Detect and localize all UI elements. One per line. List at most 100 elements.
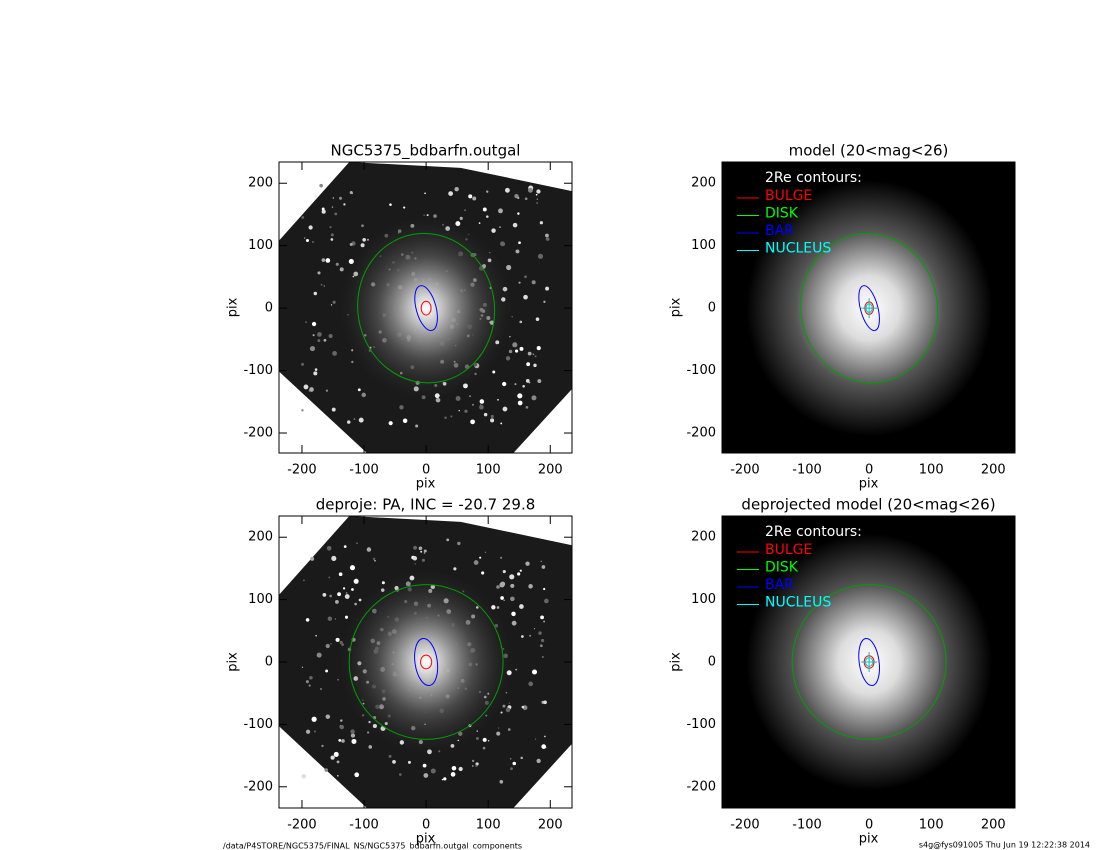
star	[332, 300, 336, 304]
star	[338, 196, 343, 200]
x-axis-label: pix	[859, 477, 879, 492]
star	[472, 765, 474, 767]
y-tick-label: 200	[248, 530, 273, 545]
star	[317, 339, 321, 343]
star	[305, 729, 311, 734]
star	[330, 755, 335, 760]
x-tick-label: -200	[287, 818, 317, 833]
star	[536, 198, 539, 200]
star	[451, 765, 457, 771]
star	[517, 196, 520, 199]
star	[543, 700, 547, 705]
y-axis-label: pix	[226, 297, 241, 317]
star	[422, 763, 427, 768]
star	[508, 702, 510, 704]
star	[312, 334, 315, 337]
star	[301, 362, 304, 366]
star	[510, 583, 515, 588]
star	[372, 557, 376, 561]
star	[314, 368, 318, 371]
star	[528, 187, 533, 193]
star	[523, 294, 528, 300]
star	[418, 546, 423, 551]
star	[315, 635, 317, 637]
star	[345, 592, 348, 594]
star	[543, 300, 546, 303]
star	[342, 587, 346, 590]
x-tick-label: -200	[730, 463, 760, 478]
star	[517, 400, 523, 406]
star	[479, 399, 485, 404]
star	[332, 351, 338, 356]
x-tick-label: 0	[865, 818, 873, 833]
star	[482, 746, 486, 750]
star	[350, 733, 356, 738]
star	[471, 759, 475, 763]
star	[537, 379, 542, 383]
star	[536, 189, 541, 194]
star	[313, 291, 318, 296]
y-axis-label: pix	[669, 297, 684, 317]
star	[353, 418, 356, 420]
star	[518, 241, 521, 245]
y-tick-label: 200	[691, 176, 716, 191]
star	[464, 209, 467, 212]
star	[545, 746, 547, 749]
star	[541, 565, 546, 569]
star	[325, 669, 329, 673]
star	[322, 593, 327, 597]
star	[500, 711, 503, 714]
x-tick-label: -100	[349, 818, 379, 833]
star	[459, 216, 463, 220]
star	[399, 405, 404, 410]
star	[450, 415, 453, 418]
star	[517, 393, 523, 399]
star	[323, 338, 327, 342]
y-tick-label: 0	[265, 301, 273, 316]
star	[310, 556, 315, 561]
star	[423, 549, 427, 553]
footer-stamp: s4g@fys091005 Thu Jun 19 12:22:38 2014	[919, 841, 1090, 850]
y-tick-label: -200	[243, 426, 273, 441]
star	[497, 398, 499, 401]
star	[482, 207, 487, 212]
star	[326, 545, 332, 551]
star	[444, 416, 447, 419]
star	[502, 381, 507, 387]
contour	[800, 232, 939, 384]
star	[468, 194, 473, 199]
star	[430, 768, 436, 774]
star	[517, 212, 520, 215]
legend-label: NUCLEUS	[765, 595, 831, 611]
star	[305, 321, 307, 323]
legend-label: NUCLEUS	[765, 241, 831, 257]
y-tick-label: -200	[686, 426, 716, 441]
star	[311, 321, 317, 327]
star	[511, 611, 516, 617]
star	[499, 582, 505, 588]
star	[457, 541, 461, 546]
y-tick-label: 200	[691, 530, 716, 545]
star	[340, 719, 343, 722]
star	[336, 760, 340, 764]
contour	[348, 584, 504, 740]
axes-frame	[278, 161, 573, 454]
star	[354, 772, 360, 778]
star	[301, 666, 304, 669]
star	[512, 761, 517, 766]
legend-label: BULGE	[765, 188, 812, 204]
star	[303, 384, 309, 390]
x-tick-label: 0	[422, 463, 430, 478]
title: deprojected model (20<mag<26)	[741, 496, 995, 514]
y-tick-label: -200	[243, 779, 273, 794]
star	[334, 618, 337, 620]
star	[500, 596, 504, 600]
star	[483, 412, 488, 417]
image	[279, 516, 572, 808]
star	[305, 618, 310, 622]
x-tick-label: 0	[865, 463, 873, 478]
galaxy-glow	[338, 568, 515, 756]
star	[511, 620, 517, 626]
star	[499, 779, 504, 784]
